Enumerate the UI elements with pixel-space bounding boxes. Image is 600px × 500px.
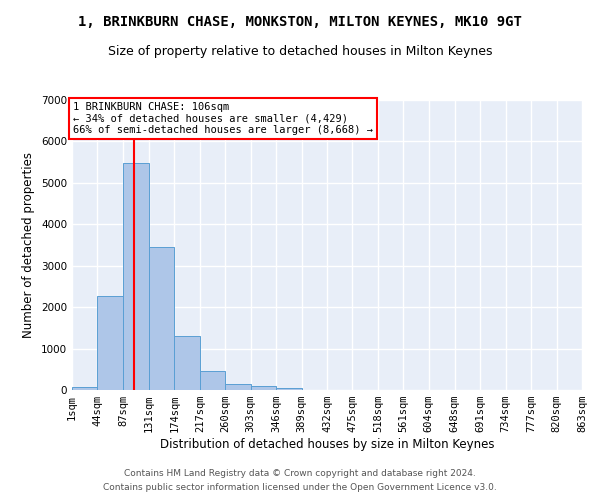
X-axis label: Distribution of detached houses by size in Milton Keynes: Distribution of detached houses by size … (160, 438, 494, 451)
Bar (276, 388, 302, 390)
Text: Contains public sector information licensed under the Open Government Licence v3: Contains public sector information licen… (103, 484, 497, 492)
Text: 1, BRINKBURN CHASE, MONKSTON, MILTON KEYNES, MK10 9GT: 1, BRINKBURN CHASE, MONKSTON, MILTON KEY… (78, 15, 522, 29)
Bar (149, 248, 175, 390)
Text: Size of property relative to detached houses in Milton Keynes: Size of property relative to detached ho… (108, 45, 492, 58)
Text: Contains HM Land Registry data © Crown copyright and database right 2024.: Contains HM Land Registry data © Crown c… (124, 468, 476, 477)
Bar (200, 371, 225, 390)
Bar (225, 384, 251, 390)
Bar (72, 387, 97, 390)
Y-axis label: Number of detached properties: Number of detached properties (22, 152, 35, 338)
Bar (97, 296, 123, 390)
Bar (251, 386, 276, 390)
Bar (123, 163, 149, 390)
Text: 1 BRINKBURN CHASE: 106sqm
← 34% of detached houses are smaller (4,429)
66% of se: 1 BRINKBURN CHASE: 106sqm ← 34% of detac… (73, 102, 373, 136)
Bar (175, 336, 200, 390)
